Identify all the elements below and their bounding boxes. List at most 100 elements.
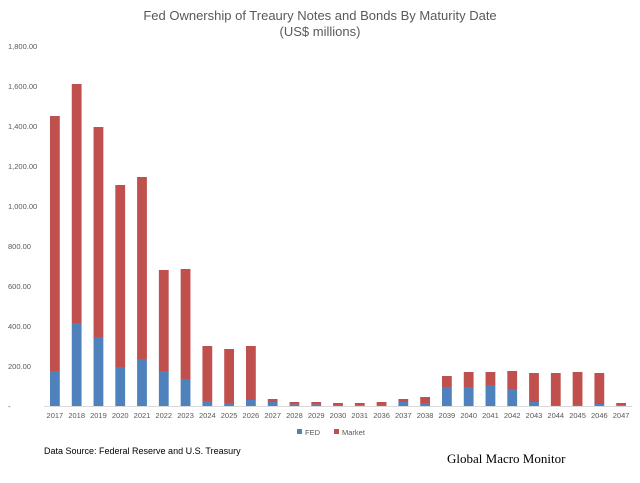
bar-market-2036 bbox=[376, 402, 387, 405]
brand-label: Global Macro Monitor bbox=[447, 451, 566, 466]
bar-fed-2026 bbox=[245, 400, 256, 406]
x-tick-label: 2029 bbox=[308, 411, 325, 420]
bar-fed-2037 bbox=[398, 402, 409, 406]
x-tick-label: 2028 bbox=[286, 411, 303, 420]
x-tick-label: 2024 bbox=[199, 411, 216, 420]
legend-swatch-market bbox=[334, 429, 339, 434]
legend-swatch-fed bbox=[297, 429, 302, 434]
x-tick-label: 2037 bbox=[395, 411, 412, 420]
y-tick-label: 1,800.00 bbox=[8, 42, 37, 51]
x-tick-label: 2030 bbox=[330, 411, 347, 420]
x-tick-label: 2043 bbox=[526, 411, 543, 420]
bar-market-2025 bbox=[224, 349, 235, 403]
y-tick-label: 400.00 bbox=[8, 322, 31, 331]
y-tick-label: 800.00 bbox=[8, 242, 31, 251]
x-tick-label: 2044 bbox=[547, 411, 564, 420]
bar-fed-2042 bbox=[507, 389, 518, 406]
bar-market-2027 bbox=[267, 399, 278, 402]
legend-label-fed: FED bbox=[305, 428, 321, 437]
bar-market-2039 bbox=[441, 376, 452, 387]
x-tick-label: 2017 bbox=[47, 411, 64, 420]
bar-fed-2038 bbox=[420, 403, 431, 406]
y-tick-label: 200.00 bbox=[8, 362, 31, 371]
y-tick-label: 1,000.00 bbox=[8, 202, 37, 211]
bar-market-2046 bbox=[594, 373, 605, 404]
bar-market-2031 bbox=[354, 403, 365, 406]
bar-market-2042 bbox=[507, 371, 518, 389]
bar-market-2041 bbox=[485, 372, 496, 385]
bar-market-2029 bbox=[311, 402, 322, 405]
bar-market-2023 bbox=[180, 269, 191, 379]
bar-fed-2045 bbox=[572, 405, 583, 406]
bar-fed-2019 bbox=[93, 337, 104, 406]
bar-market-2026 bbox=[245, 346, 256, 400]
x-tick-label: 2026 bbox=[243, 411, 260, 420]
bar-market-2030 bbox=[333, 403, 343, 405]
bar-fed-2027 bbox=[267, 402, 278, 406]
bar-fed-2030 bbox=[333, 405, 343, 406]
x-tick-label: 2018 bbox=[68, 411, 85, 420]
x-tick-label: 2021 bbox=[134, 411, 151, 420]
bar-market-2037 bbox=[398, 399, 409, 402]
bar-fed-2036 bbox=[376, 405, 387, 406]
bar-market-2028 bbox=[289, 402, 300, 405]
bar-fed-2047 bbox=[616, 405, 627, 406]
bar-fed-2029 bbox=[311, 404, 322, 406]
x-tick-label: 2045 bbox=[569, 411, 586, 420]
bar-fed-2025 bbox=[224, 403, 235, 406]
bar-fed-2023 bbox=[180, 379, 191, 406]
y-tick-label: 1,600.00 bbox=[8, 82, 37, 91]
bar-fed-2044 bbox=[550, 405, 561, 406]
x-tick-label: 2046 bbox=[591, 411, 608, 420]
bar-fed-2018 bbox=[71, 323, 82, 406]
x-tick-label: 2020 bbox=[112, 411, 129, 420]
x-tick-label: 2027 bbox=[264, 411, 281, 420]
bar-fed-2022 bbox=[158, 371, 169, 406]
bar-market-2024 bbox=[202, 346, 213, 401]
x-tick-label: 2019 bbox=[90, 411, 107, 420]
bar-fed-2031 bbox=[354, 405, 365, 406]
x-tick-label: 2041 bbox=[482, 411, 499, 420]
bar-fed-2028 bbox=[289, 404, 300, 406]
bar-market-2047 bbox=[616, 403, 627, 406]
y-tick-label: - bbox=[8, 402, 11, 411]
chart-subtitle: (US$ millions) bbox=[280, 24, 361, 39]
y-tick-label: 600.00 bbox=[8, 282, 31, 291]
bar-fed-2020 bbox=[115, 367, 126, 406]
y-tick-label: 1,400.00 bbox=[8, 122, 37, 131]
y-tick-label: 1,200.00 bbox=[8, 162, 37, 171]
x-tick-label: 2039 bbox=[439, 411, 456, 420]
chart-title: Fed Ownership of Treaury Notes and Bonds… bbox=[143, 8, 496, 23]
data-source-note: Data Source: Federal Reserve and U.S. Tr… bbox=[44, 446, 241, 456]
x-tick-label: 2047 bbox=[613, 411, 630, 420]
bars bbox=[49, 84, 627, 406]
bar-market-2045 bbox=[572, 372, 583, 405]
x-axis: 2017 2018 2019 2020 2021 2022 2023 2024 2025 2026… bbox=[44, 406, 632, 420]
bar-fed-2040 bbox=[463, 387, 474, 406]
bar-fed-2043 bbox=[529, 402, 539, 406]
bar-fed-2041 bbox=[485, 385, 496, 406]
legend-label-market: Market bbox=[342, 428, 366, 437]
bar-fed-2017 bbox=[49, 371, 60, 406]
bar-fed-2021 bbox=[137, 359, 147, 406]
x-tick-label: 2031 bbox=[351, 411, 368, 420]
bar-market-2021 bbox=[137, 177, 147, 359]
bar-market-2017 bbox=[49, 116, 60, 371]
x-tick-label: 2040 bbox=[460, 411, 477, 420]
bar-fed-2024 bbox=[202, 401, 213, 406]
bar-market-2044 bbox=[550, 373, 561, 405]
bar-market-2019 bbox=[93, 127, 104, 337]
bar-market-2022 bbox=[158, 270, 169, 371]
bar-market-2043 bbox=[529, 373, 539, 402]
x-tick-label: 2042 bbox=[504, 411, 521, 420]
bar-market-2038 bbox=[420, 397, 431, 403]
x-tick-label: 2025 bbox=[221, 411, 238, 420]
y-axis: - 200.00 400.00 600.00 800.00 1,000.00 1,200.0… bbox=[8, 42, 37, 411]
legend: FED Market bbox=[297, 428, 366, 437]
x-tick-label: 2036 bbox=[373, 411, 390, 420]
x-tick-label: 2023 bbox=[177, 411, 194, 420]
bar-fed-2046 bbox=[594, 404, 605, 406]
bar-fed-2039 bbox=[441, 387, 452, 406]
